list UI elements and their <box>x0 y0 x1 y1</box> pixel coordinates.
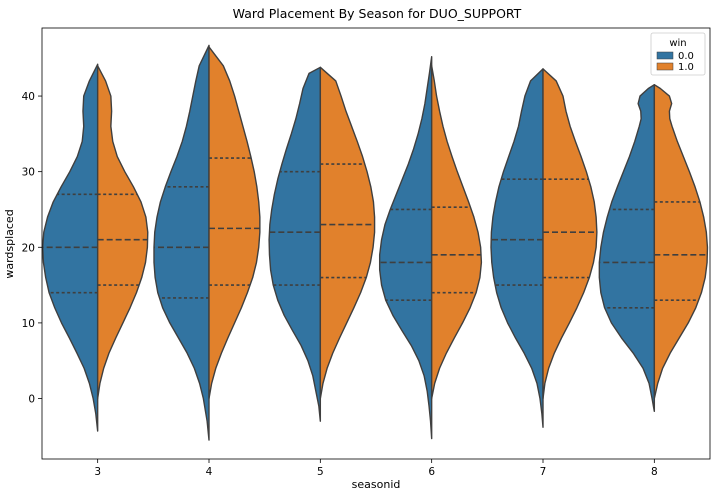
violin-half-8-win <box>653 84 709 400</box>
legend: win 0.0 1.0 <box>650 32 706 76</box>
y-tick-label-10: 10 <box>22 318 35 330</box>
x-axis-label: seasonid <box>352 478 401 491</box>
violin-half-7-win <box>542 68 598 400</box>
x-axis: 3 4 5 6 7 8 <box>94 459 658 478</box>
y-tick-label-30: 30 <box>22 167 35 179</box>
plot-frame <box>41 27 711 460</box>
x-tick-label-8: 8 <box>651 466 658 478</box>
violin-half-6-loss <box>378 56 433 440</box>
y-tick-label-20: 20 <box>22 242 35 254</box>
violin-half-6-win <box>430 65 483 400</box>
chart-title: Ward Placement By Season for DUO_SUPPORT <box>233 6 522 21</box>
violin-half-4-loss <box>153 44 210 441</box>
x-tick-label-3: 3 <box>94 466 101 478</box>
violin-half-8-loss <box>598 84 656 413</box>
violin-half-7-loss <box>490 68 544 428</box>
legend-title: win <box>669 38 686 49</box>
x-tick-label-6: 6 <box>428 466 435 478</box>
legend-swatch-1 <box>656 62 674 71</box>
legend-label-0: 0.0 <box>678 51 694 62</box>
y-tick-label-0: 0 <box>28 394 35 406</box>
legend-label-1: 1.0 <box>678 62 694 73</box>
y-tick-label-40: 40 <box>22 91 35 103</box>
violin-half-3-win <box>96 65 149 400</box>
legend-swatch-0 <box>656 51 674 60</box>
violin-half-4-win <box>208 46 261 400</box>
x-tick-label-5: 5 <box>317 466 324 478</box>
violin-half-5-win <box>319 66 376 400</box>
x-tick-label-7: 7 <box>540 466 547 478</box>
violins <box>41 44 709 441</box>
y-axis: 0 10 20 30 40 <box>22 91 42 406</box>
violin-half-5-loss <box>268 66 322 422</box>
y-axis-label: wardsplaced <box>3 209 16 278</box>
x-tick-label-4: 4 <box>206 466 213 478</box>
